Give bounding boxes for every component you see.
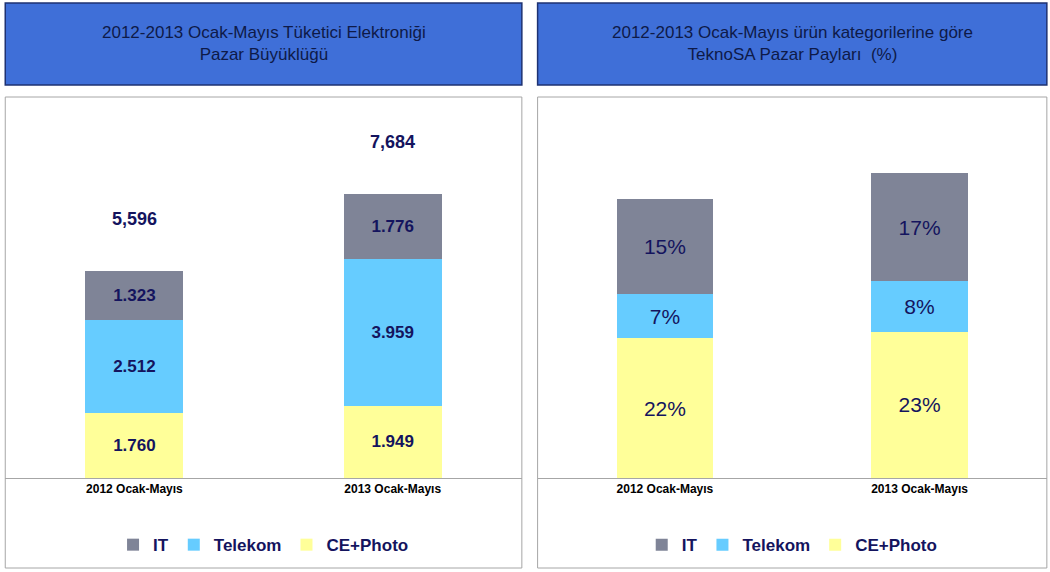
svg-text:2012-2013 Ocak-Mayıs Tüketici: 2012-2013 Ocak-Mayıs Tüketici Elektroniğ…: [102, 23, 426, 64]
svg-text:Telekom: Telekom: [214, 536, 282, 555]
svg-text:5,596: 5,596: [112, 209, 157, 229]
svg-text:1.776: 1.776: [371, 217, 414, 236]
svg-text:CE+Photo: CE+Photo: [326, 536, 408, 555]
svg-text:IT: IT: [682, 536, 698, 555]
svg-text:8%: 8%: [904, 295, 934, 318]
svg-text:CE+Photo: CE+Photo: [855, 536, 937, 555]
svg-text:2013 Ocak-Mayıs: 2013 Ocak-Mayıs: [344, 482, 441, 496]
svg-text:17%: 17%: [899, 216, 941, 239]
svg-text:15%: 15%: [644, 235, 686, 258]
svg-text:2012 Ocak-Mayıs: 2012 Ocak-Mayıs: [86, 482, 183, 496]
svg-text:22%: 22%: [644, 397, 686, 420]
svg-text:2.512: 2.512: [113, 357, 156, 376]
svg-text:1.760: 1.760: [113, 436, 156, 455]
svg-text:7%: 7%: [650, 305, 680, 328]
svg-text:2012 Ocak-Mayıs: 2012 Ocak-Mayıs: [617, 482, 714, 496]
svg-text:2013 Ocak-Mayıs: 2013 Ocak-Mayıs: [871, 482, 968, 496]
svg-text:3.959: 3.959: [371, 323, 414, 342]
svg-text:IT: IT: [153, 536, 169, 555]
svg-text:2012-2013 Ocak-Mayıs ürün kate: 2012-2013 Ocak-Mayıs ürün kategorilerine…: [612, 23, 973, 64]
svg-text:Telekom: Telekom: [742, 536, 810, 555]
svg-text:23%: 23%: [899, 393, 941, 416]
svg-text:7,684: 7,684: [370, 132, 415, 152]
svg-text:1.323: 1.323: [113, 286, 156, 305]
svg-text:1.949: 1.949: [371, 432, 414, 451]
